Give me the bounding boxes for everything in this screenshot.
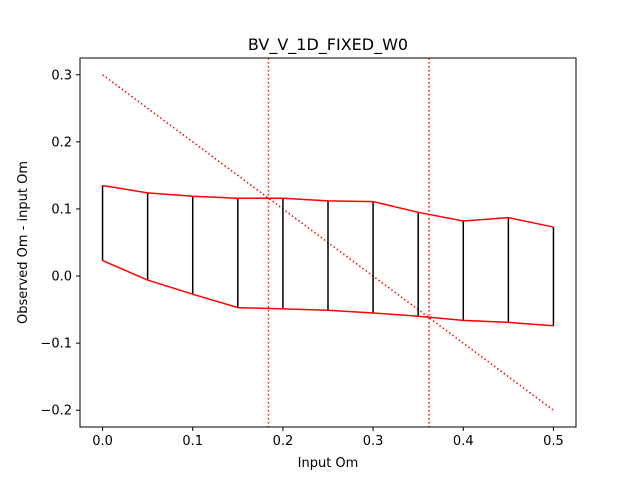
plot-frame [79,57,577,428]
y-tick-label: −0.1 [40,337,72,352]
x-tick-label: 0.5 [543,434,564,449]
x-tick-label: 0.2 [273,434,294,449]
x-tick-label: 0.1 [182,434,203,449]
lower-series-line [102,259,554,327]
x-tick-label: 0.4 [453,434,474,449]
y-axis-label: Observed Om - input Om [16,161,31,324]
y-tick-label: 0.0 [51,270,72,285]
plot-area [101,58,555,427]
y-tick-label: 0.2 [51,135,72,150]
axis-ticks: 0.0 0.1 0.2 0.3 0.4 0.5 −0.2 −0.1 0.0 0.1 0.2 0.3 [40,68,563,449]
y-tick-label: 0.1 [51,202,72,217]
chart-title: BV_V_1D_FIXED_W0 [248,35,408,55]
y-tick-label: 0.3 [51,68,72,83]
x-tick-label: 0.0 [92,434,113,449]
x-axis-label: Input Om [298,456,359,471]
upper-series-line [102,184,554,228]
x-tick-label: 0.3 [363,434,384,449]
y-tick-label: −0.2 [40,404,72,419]
